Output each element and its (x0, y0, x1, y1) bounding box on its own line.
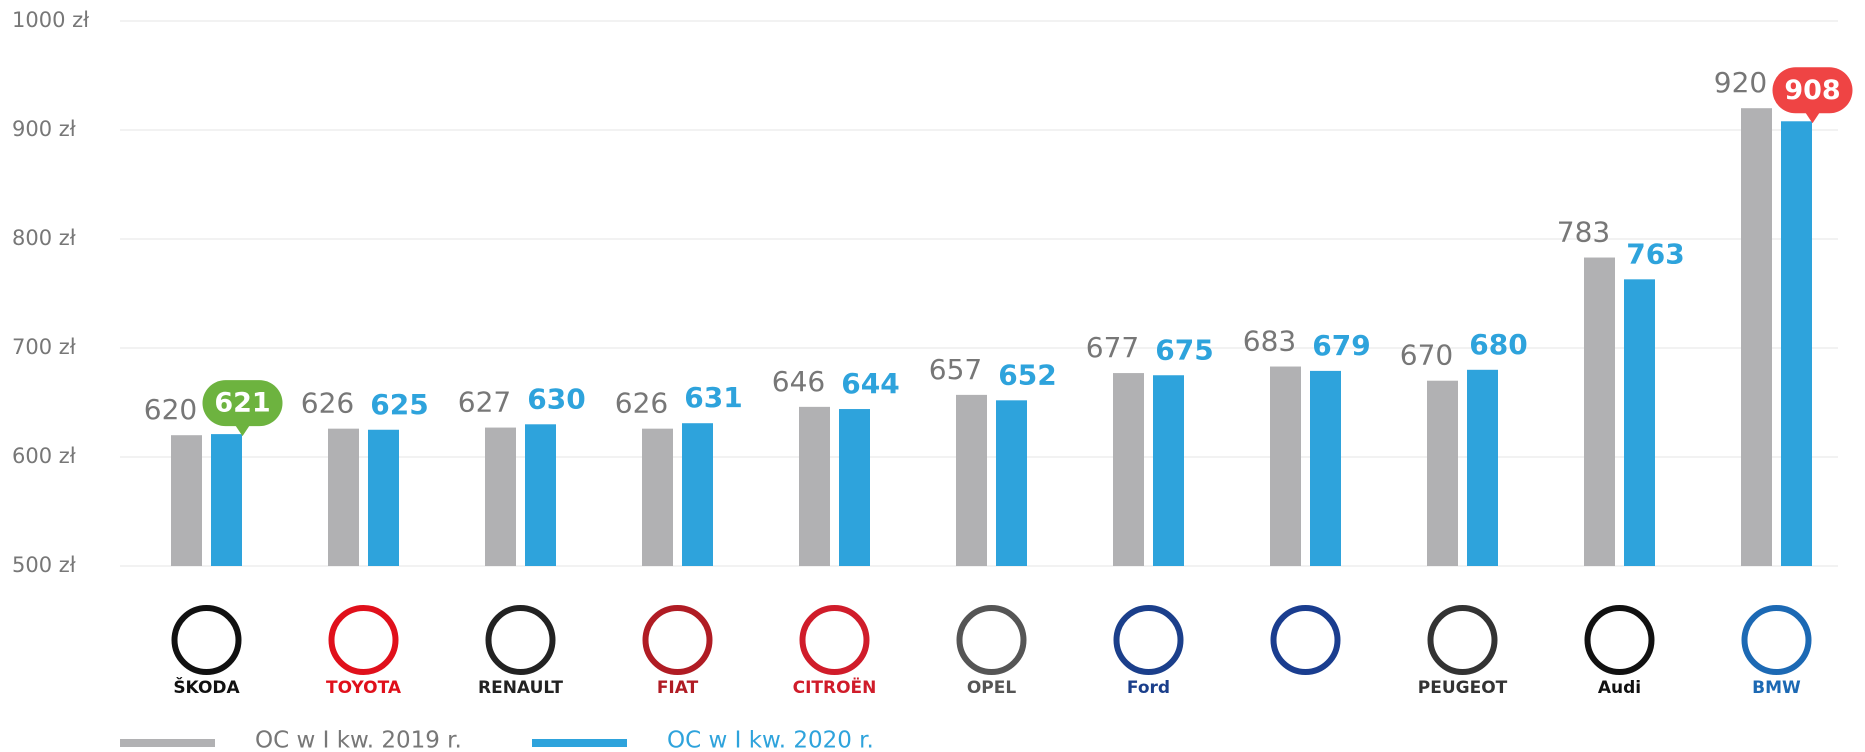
x-tick-label: CITROËN (793, 676, 877, 698)
data-label: 646 (772, 365, 825, 398)
bar (525, 424, 556, 566)
bar (682, 423, 713, 566)
x-tick-label: FIAT (657, 678, 699, 698)
brand-logo (642, 605, 713, 675)
legend-label: OC w I kw. 2020 r. (667, 728, 874, 752)
brand-logo (1584, 605, 1655, 675)
data-label: 626 (615, 387, 668, 420)
label-bubble (202, 380, 283, 427)
bar (368, 429, 399, 566)
bar (485, 427, 516, 566)
bar (1153, 375, 1184, 566)
bar (642, 428, 673, 566)
data-label: 644 (841, 367, 899, 400)
data-label: 657 (929, 353, 982, 386)
data-label: 627 (458, 386, 511, 419)
x-tick-label: ŠKODA (173, 676, 240, 698)
bar (211, 434, 242, 566)
bar (996, 400, 1027, 566)
legend-label: OC w I kw. 2019 r. (255, 728, 462, 752)
brand-logo (799, 605, 870, 675)
data-label: 680 (1469, 328, 1527, 361)
data-label: 620 (144, 393, 197, 426)
bar (1310, 370, 1341, 566)
x-tick-label: PEUGEOT (1418, 678, 1508, 698)
bar (1584, 257, 1615, 566)
bar (1113, 373, 1144, 566)
bar (1467, 369, 1498, 566)
brand-logo (1113, 605, 1184, 675)
x-tick-label: Ford (1127, 678, 1170, 698)
bar (328, 428, 359, 566)
x-tick-label: BMW (1752, 678, 1801, 698)
bar (839, 409, 870, 566)
x-tick-label: OPEL (967, 678, 1017, 698)
data-label: 670 (1400, 339, 1453, 372)
brand-logo (171, 605, 242, 675)
data-label: 675 (1155, 333, 1213, 366)
data-label: 683 (1243, 325, 1296, 358)
data-label: 621 (214, 388, 270, 419)
bar (171, 435, 202, 566)
brand-logo (1270, 605, 1341, 675)
label-bubble (1772, 67, 1853, 114)
data-label: 630 (527, 382, 585, 415)
brand-logo (956, 605, 1027, 675)
data-label: 679 (1312, 329, 1370, 362)
bar (1270, 366, 1301, 566)
bar (1781, 121, 1812, 566)
data-label: 783 (1557, 216, 1610, 249)
y-tick-label: 500 zł (12, 553, 76, 577)
bar (956, 394, 987, 566)
label-bubble-tail (234, 424, 251, 437)
x-tick-label: TOYOTA (326, 678, 402, 698)
data-label: 631 (684, 381, 742, 414)
bar (1624, 279, 1655, 566)
brand-logo (1741, 605, 1812, 675)
y-tick-label: 900 zł (12, 117, 76, 141)
bar (799, 406, 830, 566)
bar (1427, 380, 1458, 566)
brand-logo (1427, 605, 1498, 675)
label-bubble-tail (1804, 111, 1821, 124)
x-tick-label: RENAULT (478, 678, 563, 698)
brand-logo (485, 605, 556, 675)
data-label: 625 (370, 388, 428, 421)
x-tick-label: Audi (1598, 678, 1641, 698)
bar (1741, 108, 1772, 566)
data-label: 920 (1714, 66, 1767, 99)
data-label: 652 (998, 358, 1056, 391)
data-label: 677 (1086, 331, 1139, 364)
y-tick-label: 600 zł (12, 444, 76, 468)
y-tick-label: 1000 zł (12, 8, 89, 32)
data-label: 626 (301, 387, 354, 420)
data-label: 763 (1626, 237, 1684, 270)
brand-logo (328, 605, 399, 675)
data-label: 908 (1784, 75, 1840, 106)
y-tick-label: 800 zł (12, 226, 76, 250)
y-tick-label: 700 zł (12, 335, 76, 359)
